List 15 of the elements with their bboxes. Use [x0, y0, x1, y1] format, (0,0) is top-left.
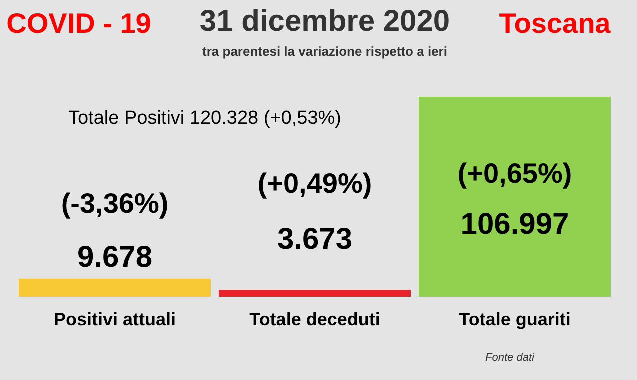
x-tick-label: Positivi attuali	[54, 310, 176, 330]
annotation: (-3,36%)	[61, 188, 169, 219]
chart-title: 31 dicembre 2020	[200, 5, 450, 38]
chart-subtitle: tra parentesi la variazione rispetto a ieri	[202, 44, 448, 59]
data-label: 3.673	[277, 223, 353, 256]
annotation: (+0,49%)	[258, 168, 372, 199]
annotation: Totale Positivi 120.328 (+0,53%)	[68, 108, 342, 129]
x-tick-label: Totale guariti	[459, 310, 571, 330]
source-note: Fonte dati	[486, 352, 536, 364]
text: COVID - 19	[6, 8, 152, 39]
x-tick-label: Totale deceduti	[250, 310, 380, 330]
data-label: 9.678	[77, 241, 153, 274]
annotation: (+0,65%)	[458, 158, 572, 189]
text: Toscana	[499, 8, 612, 39]
data-label: 106.997	[460, 208, 570, 241]
